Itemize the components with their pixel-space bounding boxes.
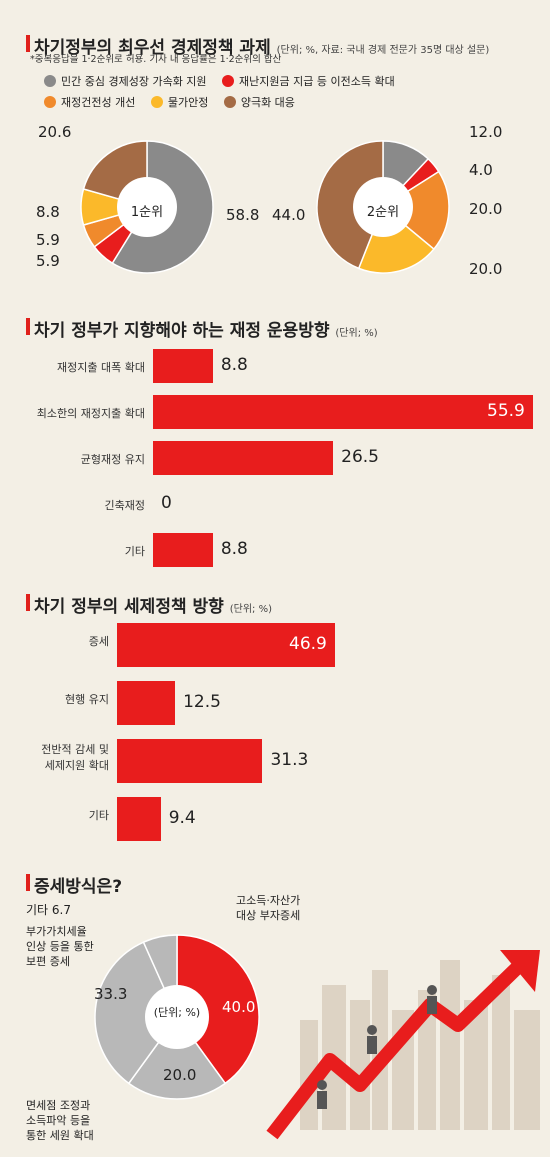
pie1-value-label: 20.6 <box>38 123 72 141</box>
legend-swatch <box>44 75 56 87</box>
bar-value-label: 8.8 <box>220 355 248 375</box>
section2-title: 차기 정부가 지향해야 하는 재정 운용방향 (단위; %) <box>26 316 378 341</box>
section1-note: *중복응답을 1·2순위로 허용. 기사 내 응답률은 1·2순위의 합산 <box>30 54 282 65</box>
bar <box>153 533 213 567</box>
pie2-value-label: 4.0 <box>469 161 493 179</box>
legend-row-1: 민간 중심 경제성장 가속화 지원 재난지원금 지급 등 이전소득 확대 <box>44 73 407 90</box>
bar-value-label: 46.9 <box>289 634 327 654</box>
legend-item: 재난지원금 지급 등 이전소득 확대 <box>222 73 395 89</box>
pie2-value-label: 20.0 <box>469 260 503 278</box>
pie3-slice <box>176 934 260 1085</box>
bar <box>117 739 263 783</box>
pie3-slice <box>127 1015 227 1100</box>
pie3-value-label: 33.3 <box>94 985 128 1003</box>
legend-swatch <box>223 96 236 108</box>
bar-category-label: 증세 <box>88 635 109 648</box>
pie2-center-label: 2순위 <box>366 205 400 220</box>
pie3-center-label: (단위; %) <box>153 1006 201 1019</box>
bar-category-label: 전반적 감세 및 세제지원 확대 <box>41 743 109 772</box>
pie3-value-label: 40.0 <box>222 998 256 1016</box>
bar-category-label: 기타 <box>124 545 145 558</box>
pie1-value-label: 5.9 <box>36 231 60 249</box>
bar-category-label: 기타 <box>88 809 109 822</box>
section2-unit: (단위; %) <box>335 328 378 339</box>
legend-row-2: 재정건전성 개선 물가안정 양극화 대응 <box>44 94 307 111</box>
bar-value-label: 31.3 <box>270 750 309 770</box>
pie2-hole <box>353 177 413 237</box>
legend-swatch <box>44 96 56 108</box>
bar <box>153 395 533 429</box>
bar <box>153 441 334 475</box>
section1-unit: (단위; %, 자료: 국내 경제 전문가 35명 대상 설문) <box>276 45 490 56</box>
pie3-label-vat: 부가가치세율 인상 등을 통한 보편 증세 <box>26 925 94 968</box>
bar-value-label: 8.8 <box>220 539 248 559</box>
bar-category-label: 긴축재정 <box>104 499 145 512</box>
bar-value-label: 12.5 <box>183 692 221 712</box>
pie3-label-other: 기타 6.7 <box>26 903 71 917</box>
pie1-value-label: 58.8 <box>226 206 260 224</box>
bar-category-label: 현행 유지 <box>65 693 109 706</box>
pie1-hole <box>117 177 177 237</box>
bar-value-label: 9.4 <box>168 808 196 828</box>
pie3-value-label: 20.0 <box>163 1066 197 1084</box>
section3-unit: (단위; %) <box>229 604 272 615</box>
pie3-hole <box>145 985 209 1049</box>
legend-swatch <box>222 75 235 87</box>
section3-title: 차기 정부의 세제정책 방향 (단위; %) <box>26 592 272 617</box>
bar-category-label: 최소한의 재정지출 확대 <box>36 407 145 420</box>
pie1-value-label: 8.8 <box>36 203 60 221</box>
pie1-value-label: 5.9 <box>36 252 60 270</box>
pie3-slice <box>94 941 178 1085</box>
bar-category-label: 재정지출 대폭 확대 <box>57 361 145 374</box>
pie3-label-exempt: 면세점 조정과 소득파악 등을 통한 세원 확대 <box>26 1099 94 1142</box>
pie2-value-label: 44.0 <box>272 206 306 224</box>
legend-item: 재정건전성 개선 <box>44 94 135 110</box>
section4-title: 증세방식은? <box>25 872 122 897</box>
pie1-center-label: 1순위 <box>130 205 164 220</box>
bar <box>117 797 161 841</box>
pie2-slice <box>316 140 384 270</box>
bar <box>117 681 176 725</box>
legend-item: 민간 중심 경제성장 가속화 지원 <box>44 73 207 89</box>
pie2-slice <box>381 170 450 251</box>
bar <box>117 623 335 667</box>
legend-item: 양극화 대응 <box>223 94 295 110</box>
bar-category-label: 균형재정 유지 <box>80 453 145 466</box>
pie2-value-label: 20.0 <box>469 200 503 218</box>
bar <box>153 349 213 383</box>
pie3-label-rich: 고소득·자산가 대상 부자증세 <box>236 894 301 922</box>
legend-swatch <box>150 96 163 108</box>
section1-title: 차기정부의 최우선 경제정책 과제 (단위; %, 자료: 국내 경제 전문가 … <box>25 33 490 58</box>
bar-value-label: 26.5 <box>341 447 379 467</box>
bar-value-label: 55.9 <box>487 401 525 421</box>
legend-item: 물가안정 <box>150 94 208 110</box>
pie2-value-label: 12.0 <box>469 123 503 141</box>
bar-value-label: 0 <box>161 493 172 513</box>
